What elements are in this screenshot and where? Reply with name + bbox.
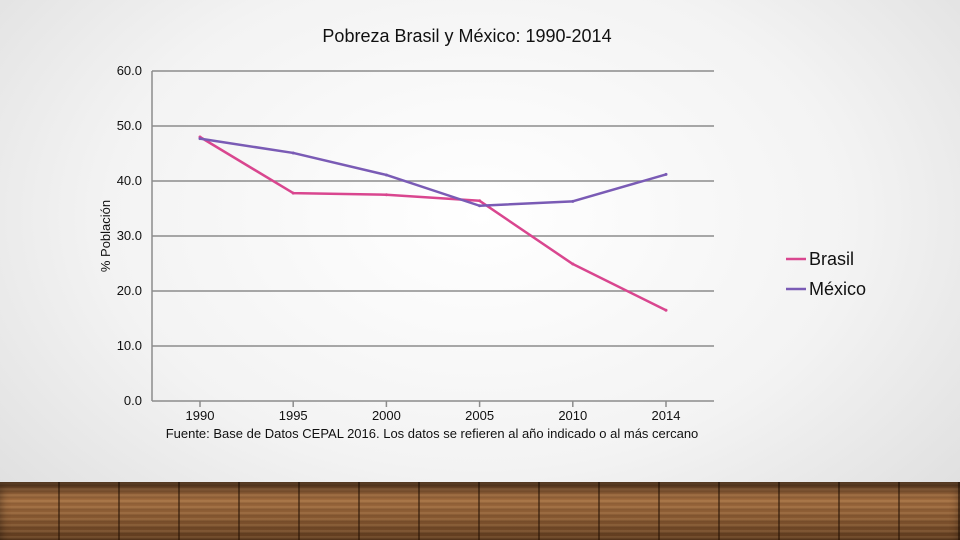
x-tick-label: 2005 — [465, 408, 494, 423]
line-chart: Pobreza Brasil y México: 1990-2014 % Pob… — [98, 26, 866, 441]
data-point — [664, 308, 668, 312]
y-axis-label: % Población — [98, 200, 113, 272]
y-tick-label: 50.0 — [117, 118, 142, 133]
x-tick-label: 1990 — [186, 408, 215, 423]
chart-title: Pobreza Brasil y México: 1990-2014 — [322, 26, 611, 46]
x-tick-label: 1995 — [279, 408, 308, 423]
data-point — [384, 193, 388, 197]
gridlines — [151, 70, 714, 402]
x-tick-label: 2010 — [558, 408, 587, 423]
y-tick-label: 10.0 — [117, 338, 142, 353]
series-line-1 — [198, 135, 668, 312]
wood-floor — [0, 482, 960, 540]
data-point — [291, 191, 295, 195]
y-tick-label: 20.0 — [117, 283, 142, 298]
source-note: Fuente: Base de Datos CEPAL 2016. Los da… — [166, 426, 699, 441]
data-point — [198, 137, 202, 141]
x-tick-label: 2014 — [652, 408, 681, 423]
data-point — [478, 199, 482, 203]
data-point — [478, 204, 482, 208]
data-point — [291, 151, 295, 155]
y-tick-labels: 0.0 10.0 20.0 30.0 40.0 50.0 60.0 — [117, 63, 142, 408]
legend-label: Brasil — [809, 249, 854, 269]
x-tick-labels: 1990 1995 2000 2005 2010 2014 — [186, 401, 681, 423]
y-tick-label: 30.0 — [117, 228, 142, 243]
x-tick-label: 2000 — [372, 408, 401, 423]
data-point — [571, 199, 575, 203]
series-lines — [198, 135, 668, 312]
legend-label: México — [809, 279, 866, 299]
data-point — [384, 173, 388, 177]
data-point — [664, 172, 668, 176]
data-point — [571, 262, 575, 266]
legend: Brasil México — [786, 249, 866, 299]
y-tick-label: 40.0 — [117, 173, 142, 188]
y-tick-label: 0.0 — [124, 393, 142, 408]
y-tick-label: 60.0 — [117, 63, 142, 78]
series-line-2 — [198, 137, 668, 207]
